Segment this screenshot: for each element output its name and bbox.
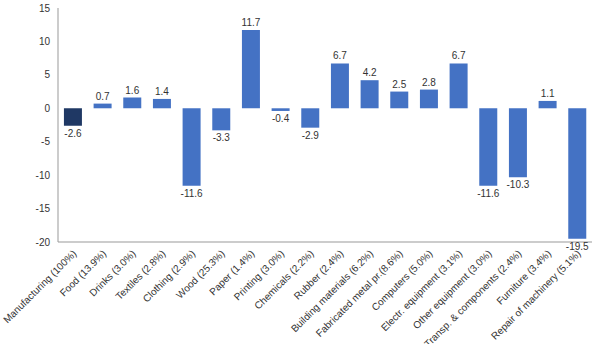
svg-text:0.7: 0.7	[96, 91, 110, 102]
svg-text:Repair of machinery (5.1%): Repair of machinery (5.1%)	[489, 248, 583, 342]
svg-text:Rubber (2.4%): Rubber (2.4%)	[292, 248, 346, 302]
svg-text:11.7: 11.7	[242, 17, 261, 28]
svg-text:1.4: 1.4	[155, 86, 169, 97]
svg-text:6.7: 6.7	[333, 50, 347, 61]
svg-text:-0.4: -0.4	[272, 113, 290, 124]
svg-text:Drinks (3.0%): Drinks (3.0%)	[87, 247, 138, 299]
svg-text:-19.5: -19.5	[566, 241, 589, 252]
svg-text:5: 5	[44, 69, 50, 80]
svg-text:Wood (25.3%): Wood (25.3%)	[174, 247, 227, 301]
svg-text:Textiles (2.8%): Textiles (2.8%)	[113, 248, 167, 302]
svg-text:Printing (3.0%): Printing (3.0%)	[232, 248, 287, 303]
svg-text:Chemicals (2.2%): Chemicals (2.2%)	[252, 247, 316, 312]
svg-text:0: 0	[44, 103, 50, 114]
svg-text:10: 10	[39, 36, 51, 47]
svg-text:2.8: 2.8	[422, 77, 436, 88]
svg-text:1.1: 1.1	[541, 88, 555, 99]
svg-text:-2.9: -2.9	[302, 130, 320, 141]
svg-text:Furniture (3.4%): Furniture (3.4%)	[494, 247, 554, 307]
svg-text:-2.6: -2.6	[64, 128, 82, 139]
svg-text:Computers (5.0%): Computers (5.0%)	[369, 247, 435, 313]
svg-text:2.5: 2.5	[392, 79, 406, 90]
svg-text:-10.3: -10.3	[507, 179, 530, 190]
svg-text:Fabricated metal pr.(8.6%): Fabricated metal pr.(8.6%)	[313, 247, 405, 339]
svg-text:Clothing (2.9%): Clothing (2.9%)	[141, 248, 198, 305]
svg-text:Paper (1.4%): Paper (1.4%)	[207, 247, 257, 298]
svg-text:Food (13.9%): Food (13.9%)	[57, 247, 109, 299]
svg-text:Other equipment (3.0%): Other equipment (3.0%)	[410, 247, 494, 332]
svg-text:-10: -10	[36, 170, 51, 181]
svg-text:Electr. equipment (3.1%): Electr. equipment (3.1%)	[379, 247, 465, 334]
svg-text:-20: -20	[36, 237, 51, 248]
svg-text:15: 15	[39, 3, 51, 14]
svg-text:-15: -15	[36, 203, 51, 214]
svg-text:-5: -5	[41, 136, 50, 147]
svg-text:-11.6: -11.6	[181, 188, 203, 199]
svg-text:-11.6: -11.6	[477, 188, 499, 199]
svg-text:6.7: 6.7	[452, 50, 466, 61]
svg-text:4.2: 4.2	[363, 67, 377, 78]
svg-text:Building materials (6.2%): Building materials (6.2%)	[288, 247, 376, 335]
svg-text:1.6: 1.6	[125, 85, 139, 96]
svg-text:-3.3: -3.3	[213, 132, 231, 143]
